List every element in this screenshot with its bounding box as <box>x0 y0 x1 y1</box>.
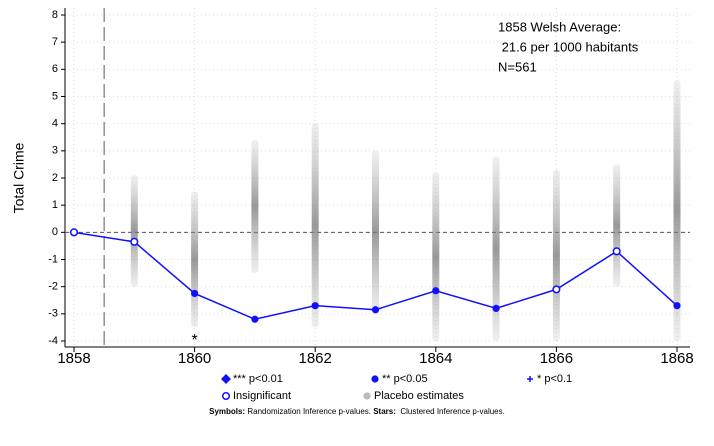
y-tick-label: 6 <box>52 63 58 75</box>
y-tick-label: 2 <box>52 172 58 184</box>
legend-label: *** p<0.01 <box>233 373 283 385</box>
marker <box>371 306 380 314</box>
note-part: Symbols: <box>209 407 245 416</box>
y-tick-label: 0 <box>52 226 58 238</box>
x-tick-label: 1864 <box>419 350 452 367</box>
text-box-line: N=561 <box>498 59 537 74</box>
note-part: Randomization Inference p-values. <box>245 407 373 416</box>
text-box-line: 21.6 per 1000 habitants <box>498 39 639 54</box>
x-tick-label: 1862 <box>299 350 332 367</box>
placebo-range <box>552 169 560 341</box>
y-tick-label: -1 <box>48 253 58 265</box>
y-tick-label: 7 <box>52 36 58 48</box>
y-tick-label: 3 <box>52 145 58 157</box>
legend-label: * p<0.1 <box>537 373 572 385</box>
placebo-range <box>191 191 199 328</box>
legend-marker <box>221 391 231 401</box>
x-tick-label: 1868 <box>660 350 693 367</box>
marker <box>612 247 621 256</box>
y-tick-label: 5 <box>52 90 58 102</box>
placebo-range <box>492 156 500 341</box>
y-tick-label: 8 <box>52 9 58 21</box>
legend-marker <box>527 376 533 382</box>
marker <box>69 228 79 237</box>
placebo-range <box>613 164 621 287</box>
y-tick-label: -3 <box>48 308 58 320</box>
legend-marker <box>371 375 379 383</box>
marker <box>492 304 500 312</box>
legend-marker <box>221 374 231 384</box>
x-tick-label: 1866 <box>540 350 573 367</box>
marker <box>673 302 681 310</box>
marker <box>311 302 319 310</box>
marker <box>552 285 561 294</box>
y-axis-label: Total Crime <box>11 142 27 213</box>
note-part: Stars: <box>373 407 396 416</box>
marker <box>432 287 440 295</box>
annotation: * <box>191 332 197 349</box>
legend-label: ** p<0.05 <box>382 373 428 385</box>
placebo-range <box>130 175 138 287</box>
y-tick-label: -4 <box>48 335 58 347</box>
legend-label: Placebo estimates <box>374 390 464 402</box>
placebo-range <box>372 150 379 314</box>
marker <box>130 237 139 246</box>
legend-marker <box>363 392 371 400</box>
note: Symbols: Randomization Inference p-value… <box>209 407 505 416</box>
y-tick-label: 4 <box>52 118 58 130</box>
placebo-range <box>673 80 681 341</box>
placebo-range <box>432 172 440 341</box>
marker <box>191 289 199 298</box>
placebo-range <box>251 139 259 274</box>
y-tick-label: 1 <box>52 199 58 211</box>
placebo-range <box>311 123 319 328</box>
marker <box>251 315 259 323</box>
x-tick-label: 1858 <box>57 350 90 367</box>
y-tick-label: -2 <box>48 281 58 293</box>
x-tick-label: 1860 <box>178 350 211 367</box>
note-part: Clustered Inference p-values. <box>396 407 505 416</box>
legend-label: Insignificant <box>233 390 291 402</box>
text-box-line: 1858 Welsh Average: <box>498 19 621 34</box>
